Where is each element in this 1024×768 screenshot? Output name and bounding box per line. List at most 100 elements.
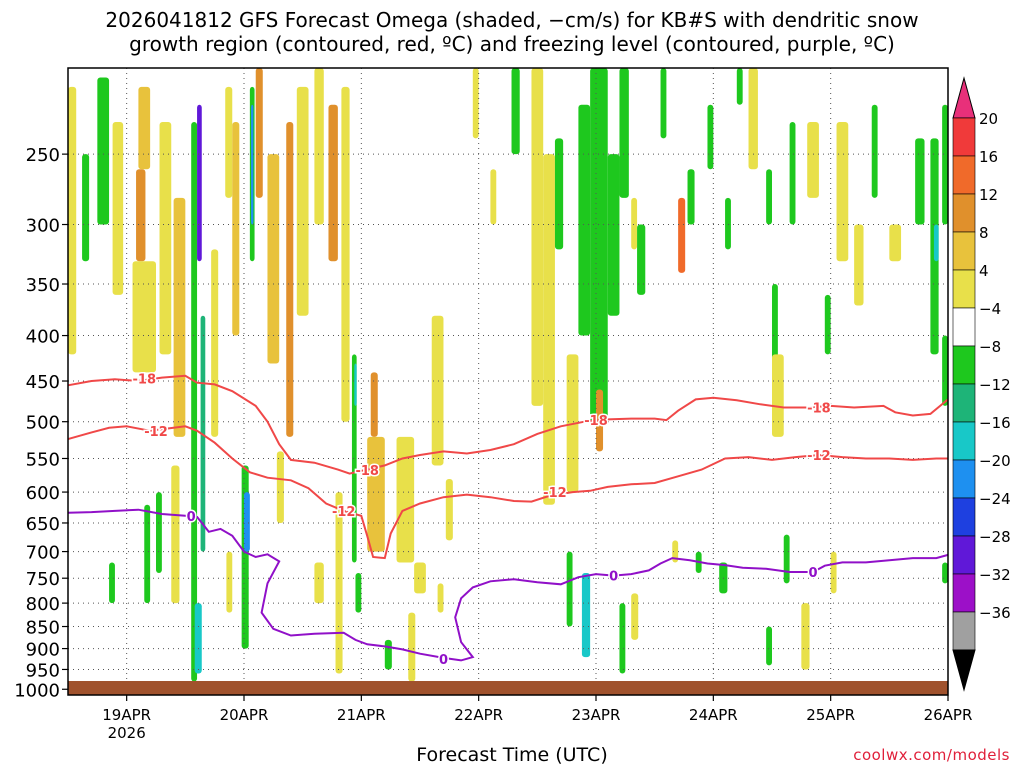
terrain-band xyxy=(68,681,948,695)
omega-shading xyxy=(68,68,948,682)
y-tick-label: 750 xyxy=(26,569,60,590)
y-tick-label: 550 xyxy=(26,449,60,470)
omega-cell xyxy=(144,504,151,604)
omega-cell xyxy=(511,68,520,155)
x-tick-label: 25APR xyxy=(806,706,855,724)
y-tick-label: 250 xyxy=(26,145,60,166)
omega-cell xyxy=(132,261,156,373)
omega-cell xyxy=(801,603,810,670)
omega-cell xyxy=(836,121,849,262)
colorbar-swatch xyxy=(952,231,976,271)
colorbar-bottom-triangle xyxy=(952,649,976,692)
omega-cell xyxy=(296,86,309,316)
omega-cell xyxy=(942,562,948,584)
contour-label: 0 xyxy=(809,566,818,581)
contour-label: -12 xyxy=(144,425,168,440)
colorbar-swatch xyxy=(952,383,976,423)
omega-cell xyxy=(830,551,837,594)
omega-cell xyxy=(354,363,357,406)
y-tick-label: 300 xyxy=(26,216,60,237)
colorbar-swatch xyxy=(952,497,976,537)
omega-cell xyxy=(367,436,385,552)
contours: -18 -12 -18 -12 -18 -12 -18 -12 0 0 0 0 xyxy=(67,371,949,670)
omega-cell xyxy=(631,593,639,640)
omega-cell xyxy=(783,534,790,584)
y-tick-label: 900 xyxy=(26,640,60,661)
contour-label: -18 xyxy=(133,372,157,387)
y-tick-label: 700 xyxy=(26,543,60,564)
y-tick-label: 600 xyxy=(26,483,60,504)
omega-cell xyxy=(226,551,233,613)
omega-cell xyxy=(251,104,254,225)
colorbar-swatch xyxy=(952,535,976,575)
omega-cell xyxy=(194,603,202,674)
omega-cell xyxy=(472,68,479,139)
contour-line--12 xyxy=(67,425,948,560)
omega-cell xyxy=(136,169,146,262)
contour-label: 0 xyxy=(187,510,196,525)
omega-cell xyxy=(789,121,796,225)
omega-cell xyxy=(581,573,591,658)
omega-cell xyxy=(607,154,620,316)
colorbar-label: −24 xyxy=(979,490,1011,508)
omega-cell xyxy=(276,451,284,523)
omega-cell xyxy=(445,478,453,541)
colorbar-label: −8 xyxy=(979,338,1001,356)
omega-cell xyxy=(772,354,784,437)
omega-cell xyxy=(631,197,638,250)
colorbar-label: 4 xyxy=(979,262,989,280)
omega-cell xyxy=(156,492,162,574)
colorbar: 20 16 12 8 4 −4 −8 −12 −16 −20 −24 −28 −32 −36 xyxy=(952,76,1011,692)
colorbar-label: −32 xyxy=(979,566,1011,584)
colorbar-swatch xyxy=(952,269,976,309)
omega-cell xyxy=(824,294,831,355)
omega-cell xyxy=(766,169,772,225)
contour-label: 0 xyxy=(609,570,618,585)
omega-cell xyxy=(314,562,324,604)
source-credit[interactable]: coolwx.com/models xyxy=(853,746,1010,764)
omega-cell xyxy=(138,86,151,170)
omega-cell xyxy=(687,169,695,225)
colorbar-label: −16 xyxy=(979,414,1011,432)
omega-cell xyxy=(286,121,294,437)
grid-lines xyxy=(68,68,949,695)
omega-cell xyxy=(889,224,902,262)
y-tick-label: 350 xyxy=(26,275,60,296)
y-axis: 2503003504004505005506006507007508008509… xyxy=(14,145,68,701)
omega-cell xyxy=(370,372,378,437)
colorbar-top-triangle xyxy=(952,76,976,119)
omega-cell xyxy=(619,603,626,674)
colorbar-label: 20 xyxy=(979,110,998,128)
omega-cell xyxy=(314,68,324,225)
x-axis-title: Forecast Time (UTC) xyxy=(416,744,608,766)
omega-cell xyxy=(942,104,948,225)
omega-cell xyxy=(159,121,172,355)
colorbar-label: −20 xyxy=(979,452,1011,470)
colorbar-swatch xyxy=(952,611,976,651)
omega-cell xyxy=(543,154,555,505)
colorbar-swatch xyxy=(952,155,976,195)
omega-cell xyxy=(384,639,392,670)
x-tick-label: 20APR xyxy=(220,706,269,724)
omega-cell xyxy=(112,121,124,295)
y-tick-label: 800 xyxy=(26,594,60,615)
omega-cell xyxy=(566,551,573,627)
omega-cell xyxy=(915,138,925,225)
colorbar-label: −12 xyxy=(979,376,1011,394)
omega-cell xyxy=(871,104,878,198)
colorbar-swatch xyxy=(952,345,976,385)
colorbar-swatch xyxy=(952,193,976,233)
omega-cell xyxy=(255,68,263,198)
omega-cell xyxy=(191,121,198,682)
y-tick-label: 850 xyxy=(26,618,60,639)
contour-label: -18 xyxy=(355,464,379,479)
omega-cell xyxy=(351,354,357,563)
y-tick-label: 950 xyxy=(26,660,60,681)
omega-cell xyxy=(232,121,240,336)
omega-cell xyxy=(725,197,731,250)
omega-cell xyxy=(341,86,350,422)
omega-cell xyxy=(408,612,416,682)
omega-cell xyxy=(490,169,497,225)
omega-cell xyxy=(211,249,219,437)
x-tick-label: 22APR xyxy=(454,706,503,724)
